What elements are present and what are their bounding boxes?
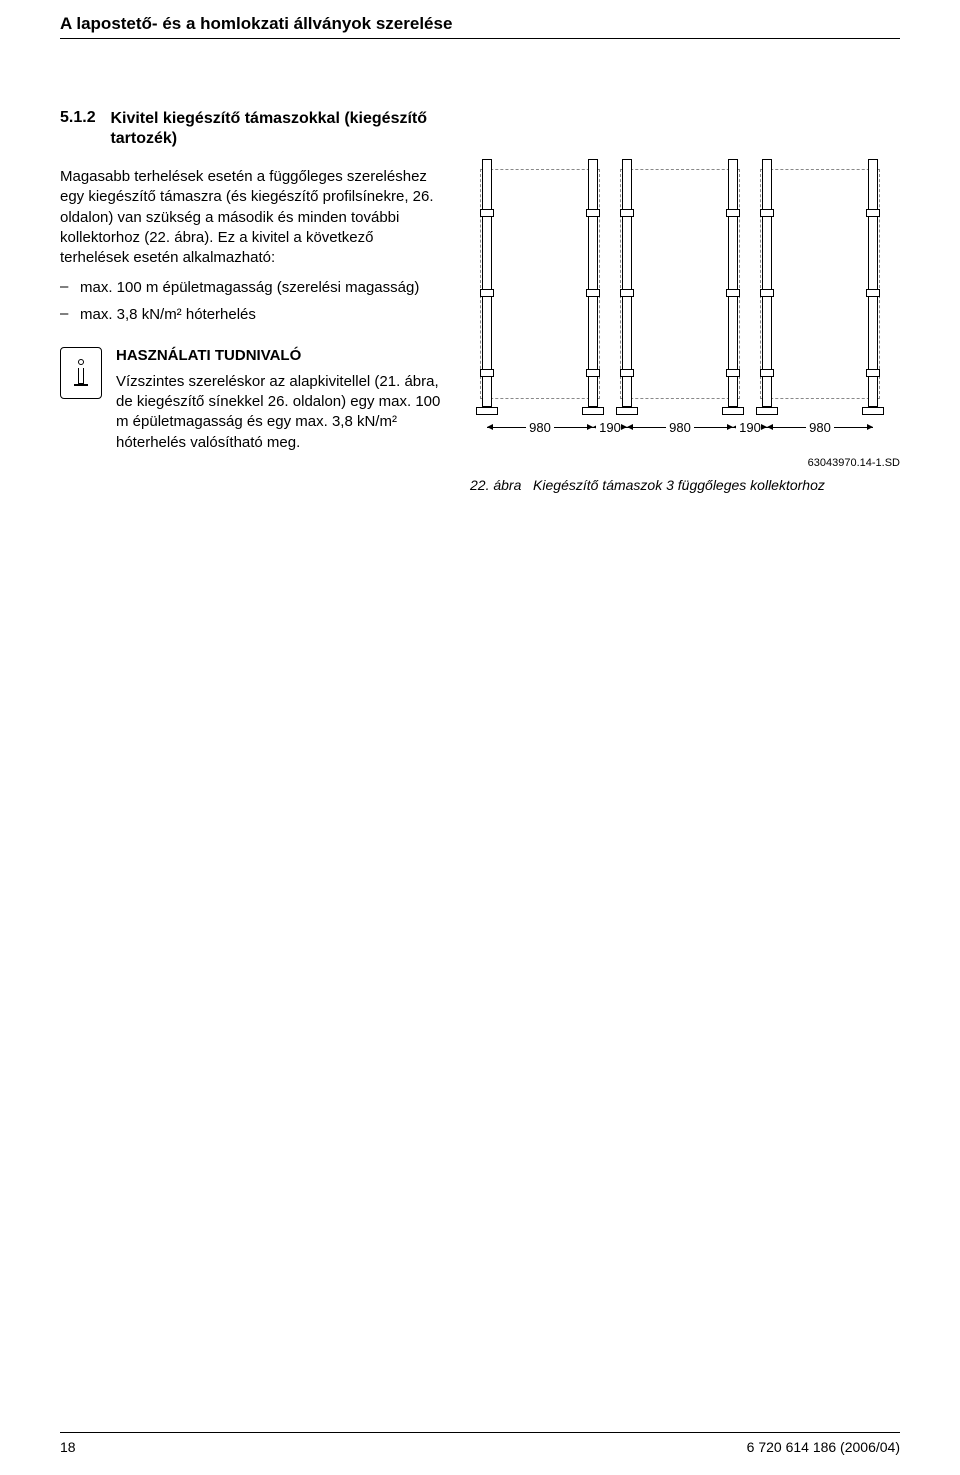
dash-icon: – — [60, 278, 80, 298]
dim-label: 190 — [736, 420, 764, 435]
list-item-text: max. 3,8 kN/m² hóterhelés — [80, 305, 256, 325]
figure-caption: 22. ábra Kiegészítő támaszok 3 függőlege… — [470, 477, 900, 493]
paragraph-1: Magasabb terhelések esetén a függőleges … — [60, 167, 442, 268]
section-title: Kivitel kiegészítő támaszokkal (kiegészí… — [110, 109, 440, 149]
dim-label: 980 — [526, 420, 554, 435]
figure-number: 22. ábra — [470, 477, 521, 493]
dim-label: 980 — [666, 420, 694, 435]
diagram-ref-code: 63043970.14-1.SD — [470, 457, 900, 469]
diagram-supports: 980 190 980 190 — [470, 149, 900, 449]
list-item: – max. 3,8 kN/m² hóterhelés — [60, 305, 442, 325]
info-note: HASZNÁLATI TUDNIVALÓ Vízszintes szerelés… — [60, 347, 442, 453]
page-number: 18 — [60, 1439, 76, 1455]
dim-label: 190 — [596, 420, 624, 435]
list-item: – max. 100 m épületmagasság (szerelési m… — [60, 278, 442, 298]
page-header-title: A lapostető- és a homlokzati állványok s… — [60, 14, 900, 34]
page-footer: 18 6 720 614 186 (2006/04) — [60, 1432, 900, 1455]
figure-text: Kiegészítő támaszok 3 függőleges kollekt… — [533, 477, 825, 493]
dash-icon: – — [60, 305, 80, 325]
info-text: Vízszintes szereléskor az alapkivitellel… — [116, 372, 442, 453]
list-item-text: max. 100 m épületmagasság (szerelési mag… — [80, 278, 419, 298]
section-heading: 5.1.2 Kivitel kiegészítő támaszokkal (ki… — [60, 109, 442, 149]
section-number: 5.1.2 — [60, 109, 106, 127]
bullet-list: – max. 100 m épületmagasság (szerelési m… — [60, 278, 442, 325]
document-id: 6 720 614 186 (2006/04) — [747, 1439, 900, 1455]
info-icon — [60, 347, 102, 399]
info-heading: HASZNÁLATI TUDNIVALÓ — [116, 347, 442, 364]
dim-label: 980 — [806, 420, 834, 435]
